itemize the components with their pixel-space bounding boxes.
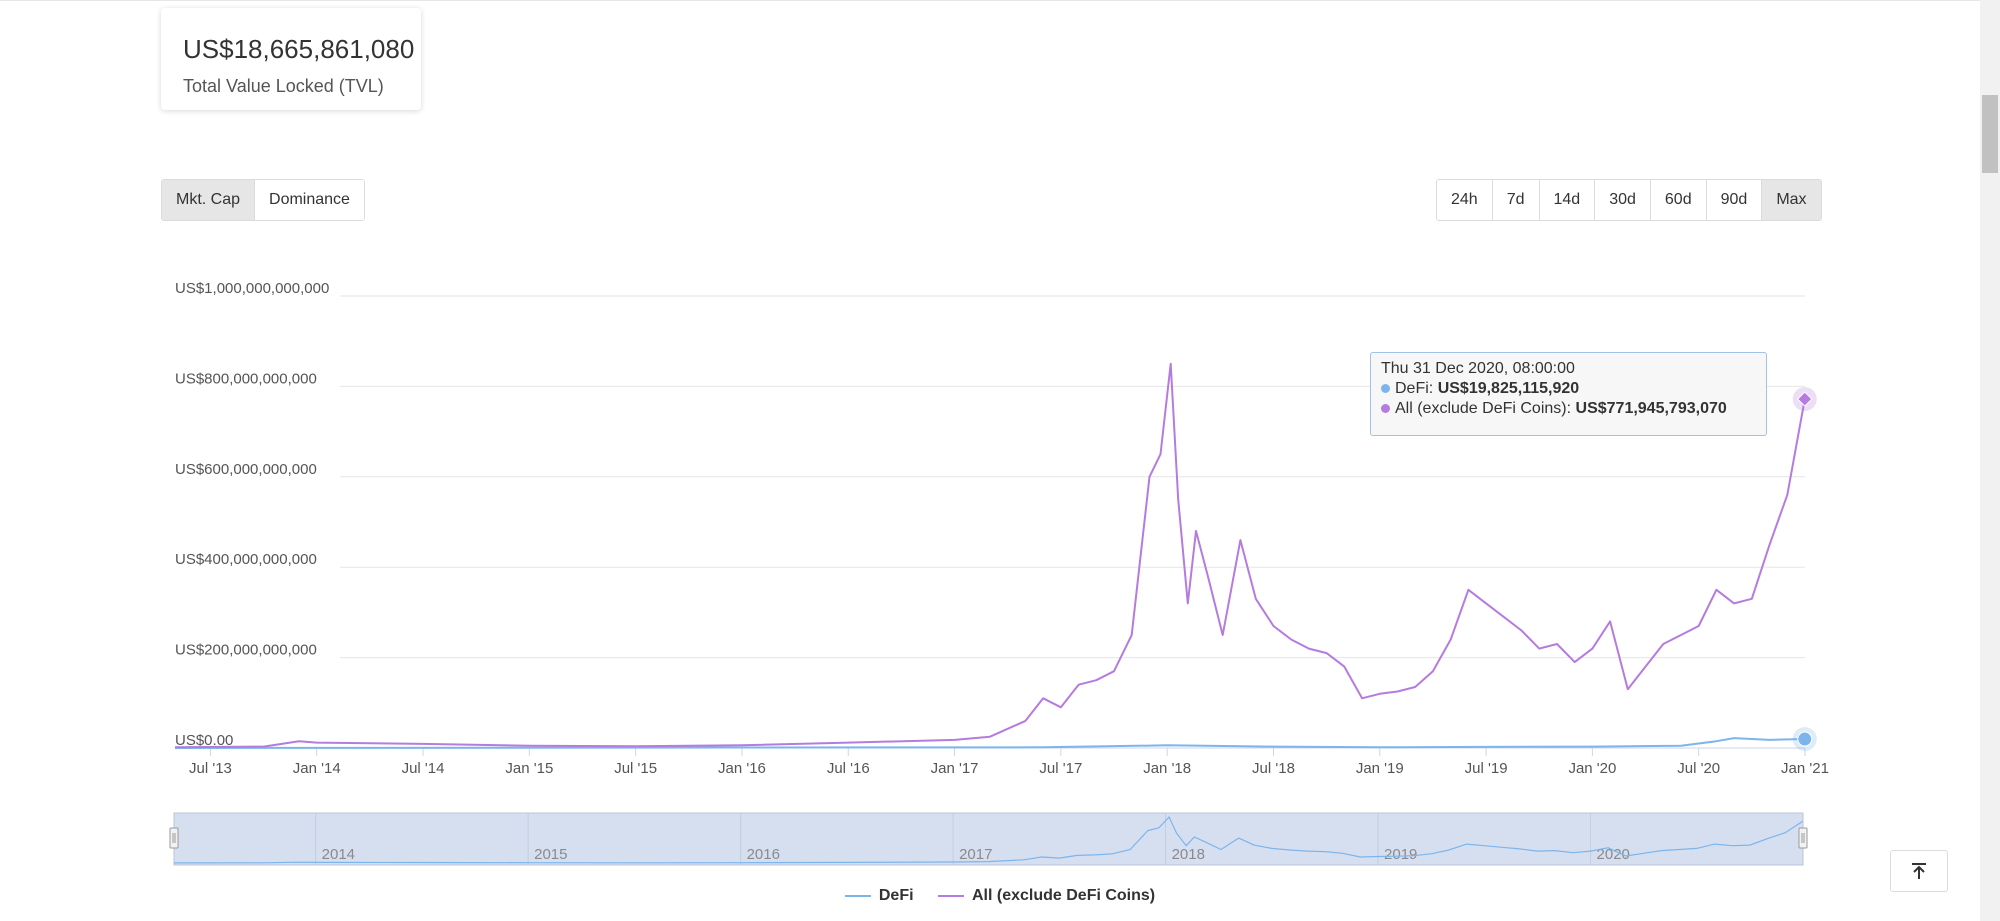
navigator-window <box>173 812 1804 866</box>
chart-tooltip: Thu 31 Dec 2020, 08:00:00 DeFi: US$19,82… <box>1370 352 1767 436</box>
legend-item-defi[interactable]: DeFi <box>844 887 914 905</box>
x-axis: Jul '13 Jan '14 Jul '14 Jan '15 Jul '15 Jan '… <box>189 748 1829 777</box>
y-tick-label: US$1,000,000,000,000 <box>175 280 329 297</box>
page-scrollbar[interactable] <box>1980 0 2000 921</box>
tooltip-defi-name: DeFi: <box>1395 380 1434 397</box>
legend-all-label: All (exclude DeFi Coins) <box>971 887 1156 904</box>
x-tick-label: Jul '13 <box>189 760 232 777</box>
x-tick-label: Jul '20 <box>1677 760 1720 777</box>
x-tick-label: Jul '17 <box>1039 760 1082 777</box>
navigator-year-label: 2015 <box>534 846 567 863</box>
scroll-to-top-button[interactable] <box>1890 850 1948 892</box>
navigator-year-label: 2019 <box>1384 846 1417 863</box>
navigator-left-handle <box>169 827 179 849</box>
range-14d-button[interactable]: 14d <box>1539 180 1596 220</box>
navigator-year-label: 2020 <box>1597 846 1630 863</box>
x-tick-label: Jan '18 <box>1143 760 1191 777</box>
x-tick-label: Jul '15 <box>614 760 657 777</box>
range-30d-button[interactable]: 30d <box>1595 180 1651 220</box>
series-line-defi <box>174 737 1805 749</box>
tooltip-defi-value: US$19,825,115,920 <box>1437 380 1580 397</box>
chart-mode-toggle: Mkt. Cap Dominance <box>161 179 365 221</box>
mkt-cap-button[interactable]: Mkt. Cap <box>162 180 256 220</box>
x-tick-label: Jan '20 <box>1568 760 1616 777</box>
y-tick-label: US$800,000,000,000 <box>175 370 317 387</box>
y-tick-label: US$600,000,000,000 <box>175 461 317 478</box>
chart-legend: DeFi All (exclude DeFi Coins) <box>0 884 2000 905</box>
range-7d-button[interactable]: 7d <box>1492 180 1540 220</box>
tooltip-row-all: All (exclude DeFi Coins): US$771,945,793… <box>1381 399 1756 419</box>
navigator[interactable]: 2014 2015 2016 2017 2018 2019 2020 <box>169 812 1808 866</box>
x-tick-label: Jan '14 <box>293 760 341 777</box>
tvl-label: Total Value Locked (TVL) <box>183 76 384 96</box>
page-scrollbar-thumb[interactable] <box>1982 95 1998 173</box>
defi-dot-icon <box>1381 384 1390 394</box>
hover-markers <box>1792 387 1817 752</box>
y-tick-label: US$0.00 <box>175 732 233 749</box>
range-max-button[interactable]: Max <box>1762 180 1821 220</box>
x-tick-label: Jul '16 <box>827 760 870 777</box>
y-tick-label: US$400,000,000,000 <box>175 551 317 568</box>
x-tick-label: Jul '18 <box>1252 760 1295 777</box>
tvl-value: US$18,665,861,080 <box>183 34 415 64</box>
navigator-year-label: 2014 <box>322 846 355 863</box>
x-tick-label: Jul '14 <box>402 760 445 777</box>
range-90d-button[interactable]: 90d <box>1706 180 1763 220</box>
all-marker <box>1797 391 1813 407</box>
x-tick-label: Jan '21 <box>1781 760 1829 777</box>
x-tick-label: Jan '15 <box>505 760 553 777</box>
range-24h-button[interactable]: 24h <box>1437 180 1493 220</box>
navigator-series-line <box>173 815 1804 864</box>
x-tick-label: Jan '19 <box>1356 760 1404 777</box>
x-tick-label: Jan '16 <box>718 760 766 777</box>
all-dot-icon <box>1381 404 1390 414</box>
navigator-year-label: 2018 <box>1172 846 1205 863</box>
tooltip-date: Thu 31 Dec 2020, 08:00:00 <box>1381 360 1575 377</box>
all-line-icon <box>937 895 964 897</box>
top-rule <box>0 0 2000 1</box>
tooltip-all-value: US$771,945,793,070 <box>1575 400 1727 417</box>
x-tick-label: Jul '19 <box>1465 760 1508 777</box>
legend-item-all[interactable]: All (exclude DeFi Coins) <box>937 887 1156 905</box>
range-60d-button[interactable]: 60d <box>1650 180 1707 220</box>
y-tick-label: US$200,000,000,000 <box>175 642 317 659</box>
navigator-right-handle <box>1798 827 1808 849</box>
tvl-card: US$18,665,861,080 Total Value Locked (TV… <box>161 8 421 110</box>
tooltip-row-defi: DeFi: US$19,825,115,920 <box>1381 379 1756 399</box>
navigator-year-label: 2017 <box>959 846 992 863</box>
defi-line-icon <box>844 895 871 897</box>
defi-marker <box>1797 731 1813 747</box>
x-tick-label: Jan '17 <box>931 760 979 777</box>
series-lines <box>174 362 1806 749</box>
y-axis: US$0.00 US$200,000,000,000 US$400,000,000,… <box>175 280 329 749</box>
time-range-selector: 24h 7d 14d 30d 60d 90d Max <box>1436 179 1822 221</box>
legend-defi-label: DeFi <box>878 887 914 904</box>
arrow-up-to-bar-icon <box>1912 863 1926 879</box>
navigator-year-label: 2016 <box>747 846 780 863</box>
tooltip-all-name: All (exclude DeFi Coins): <box>1395 400 1572 417</box>
dominance-button[interactable]: Dominance <box>255 180 364 220</box>
series-line-all <box>174 362 1806 749</box>
